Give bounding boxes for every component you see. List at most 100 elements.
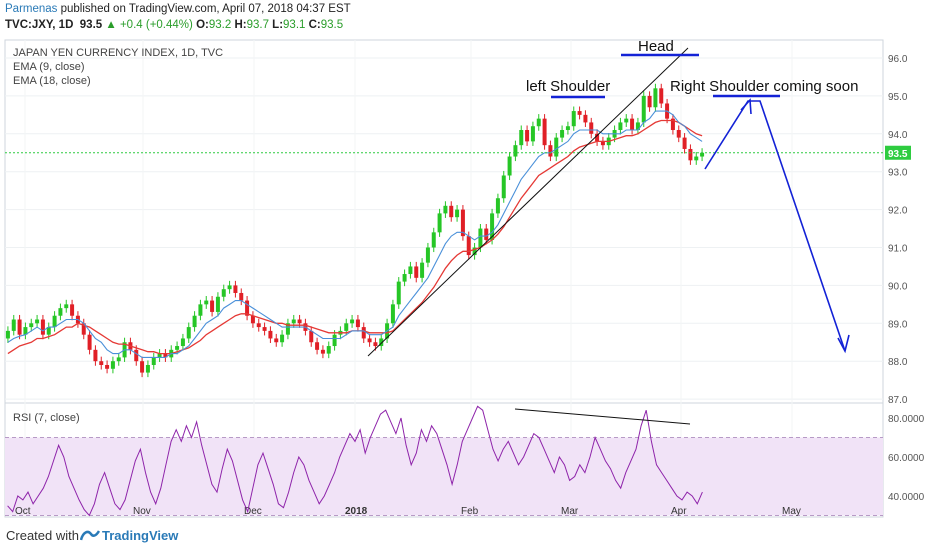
- candle-body: [519, 130, 524, 146]
- candle-body: [443, 205, 448, 214]
- candle-body: [221, 289, 226, 297]
- change-label: +0.4 (+0.44%): [119, 19, 193, 31]
- price-tick-label: 93.0: [888, 168, 908, 179]
- rsi-tick-label: 80.0000: [888, 414, 925, 425]
- candle-body: [151, 357, 156, 365]
- candle-body: [256, 323, 261, 328]
- rsi-tick-label: 60.0000: [888, 453, 925, 464]
- candle-body: [589, 122, 594, 134]
- candle-body: [583, 114, 588, 123]
- candle-body: [478, 228, 483, 248]
- candle-body: [490, 213, 495, 240]
- annotation-trendline[interactable]: Head left Shoulder Right Shoulder coming…: [367, 38, 858, 425]
- candlesticks: [5, 83, 705, 378]
- candle-body: [449, 205, 454, 218]
- candle-body: [700, 152, 705, 157]
- candle-body: [460, 209, 465, 237]
- tradingview-link[interactable]: TradingView: [102, 528, 179, 543]
- candle-body: [64, 304, 69, 309]
- quote-line: TVC:JXY, 1D 93.5 ▲ +0.4 (+0.44%) O:93.2 …: [5, 19, 343, 31]
- price-tick-label: 88.0: [888, 357, 908, 368]
- tradingview-logo-icon: [80, 530, 100, 541]
- chart-header: Parmenas published on TradingView.com, A…: [0, 0, 932, 38]
- candle-body: [332, 334, 337, 347]
- candle-body: [140, 361, 145, 373]
- candle-body: [355, 319, 360, 328]
- candle-body: [554, 137, 559, 157]
- candle-body: [402, 274, 407, 282]
- projection-up-arrow: [740, 98, 752, 115]
- candle-body: [408, 266, 413, 275]
- candle-body: [361, 327, 366, 339]
- candle-body: [29, 323, 34, 328]
- candle-body: [670, 118, 675, 131]
- time-tick-label: Feb: [461, 506, 479, 517]
- candle-body: [110, 361, 115, 369]
- projection-path[interactable]: [704, 100, 846, 352]
- last-price-value: 93.5: [888, 149, 908, 160]
- candle-body: [536, 118, 541, 127]
- candle-body: [198, 304, 203, 316]
- ema9-line: [7, 110, 703, 358]
- time-tick-label: 2018: [345, 506, 368, 517]
- candle-body: [70, 304, 75, 316]
- open-value: 93.2: [208, 19, 232, 31]
- candle-body: [379, 338, 384, 347]
- trendline[interactable]: [367, 47, 689, 357]
- candle-body: [233, 285, 238, 293]
- candle-body: [513, 145, 518, 157]
- time-tick-label: Apr: [671, 506, 687, 517]
- candle-body: [425, 247, 430, 263]
- chart-legend: JAPAN YEN CURRENCY INDEX, 1D, TVC EMA (9…: [13, 47, 223, 424]
- candle-body: [309, 330, 314, 343]
- candle-body: [87, 334, 92, 350]
- candle-body: [326, 346, 331, 354]
- rsi-line: [7, 405, 703, 517]
- candle-body: [268, 330, 273, 339]
- high-label: H:: [234, 19, 247, 31]
- candle-body: [291, 319, 296, 324]
- last-price-badge: 93.5: [885, 145, 911, 160]
- candle-body: [315, 342, 320, 350]
- author-link[interactable]: Parmenas: [5, 3, 58, 15]
- candle-body: [571, 111, 576, 127]
- head-label: Head: [638, 38, 674, 55]
- candle-body: [373, 342, 378, 347]
- candle-body: [437, 213, 442, 233]
- close-label: C:: [308, 19, 321, 31]
- chart-canvas[interactable]: 87.0 88.0 89.0 90.0 91.0 92.0 93.0 94.0 95.0 96.0…: [0, 38, 932, 520]
- candle-body: [630, 118, 635, 131]
- candle-body: [653, 88, 658, 108]
- legend-ema9: EMA (9, close): [13, 61, 85, 73]
- candle-body: [245, 300, 250, 316]
- candle-body: [472, 247, 477, 256]
- rsi-divergence-line[interactable]: [514, 408, 691, 425]
- candle-body: [285, 323, 290, 335]
- low-label: L:: [272, 19, 284, 31]
- symbol-label: TVC:JXY, 1D: [5, 19, 74, 31]
- candle-body: [99, 361, 104, 365]
- rsi-band-lines: [5, 437, 883, 516]
- candle-body: [565, 126, 570, 131]
- price-tick-label: 95.0: [888, 92, 908, 103]
- close-value: 93.5: [320, 19, 344, 31]
- rsi-axis: 40.0000 60.0000 80.0000: [888, 414, 925, 503]
- candle-body: [455, 209, 460, 218]
- candle-body: [542, 118, 547, 146]
- created-with-text: Created with: [6, 528, 79, 543]
- candle-body: [390, 304, 395, 324]
- candle-body: [186, 327, 191, 339]
- time-tick-label: Dec: [244, 506, 262, 517]
- candle-body: [688, 148, 693, 161]
- candle-body: [204, 300, 209, 305]
- candle-body: [530, 126, 535, 142]
- candle-body: [624, 118, 629, 123]
- time-tick-label: Nov: [133, 506, 151, 517]
- published-text: published on TradingView.com, April 07, …: [60, 3, 351, 15]
- candle-body: [676, 130, 681, 138]
- candle-body: [682, 137, 687, 149]
- candle-body: [344, 323, 349, 331]
- up-arrow-icon: ▲: [105, 19, 117, 31]
- candle-body: [35, 319, 40, 324]
- candle-body: [163, 353, 168, 358]
